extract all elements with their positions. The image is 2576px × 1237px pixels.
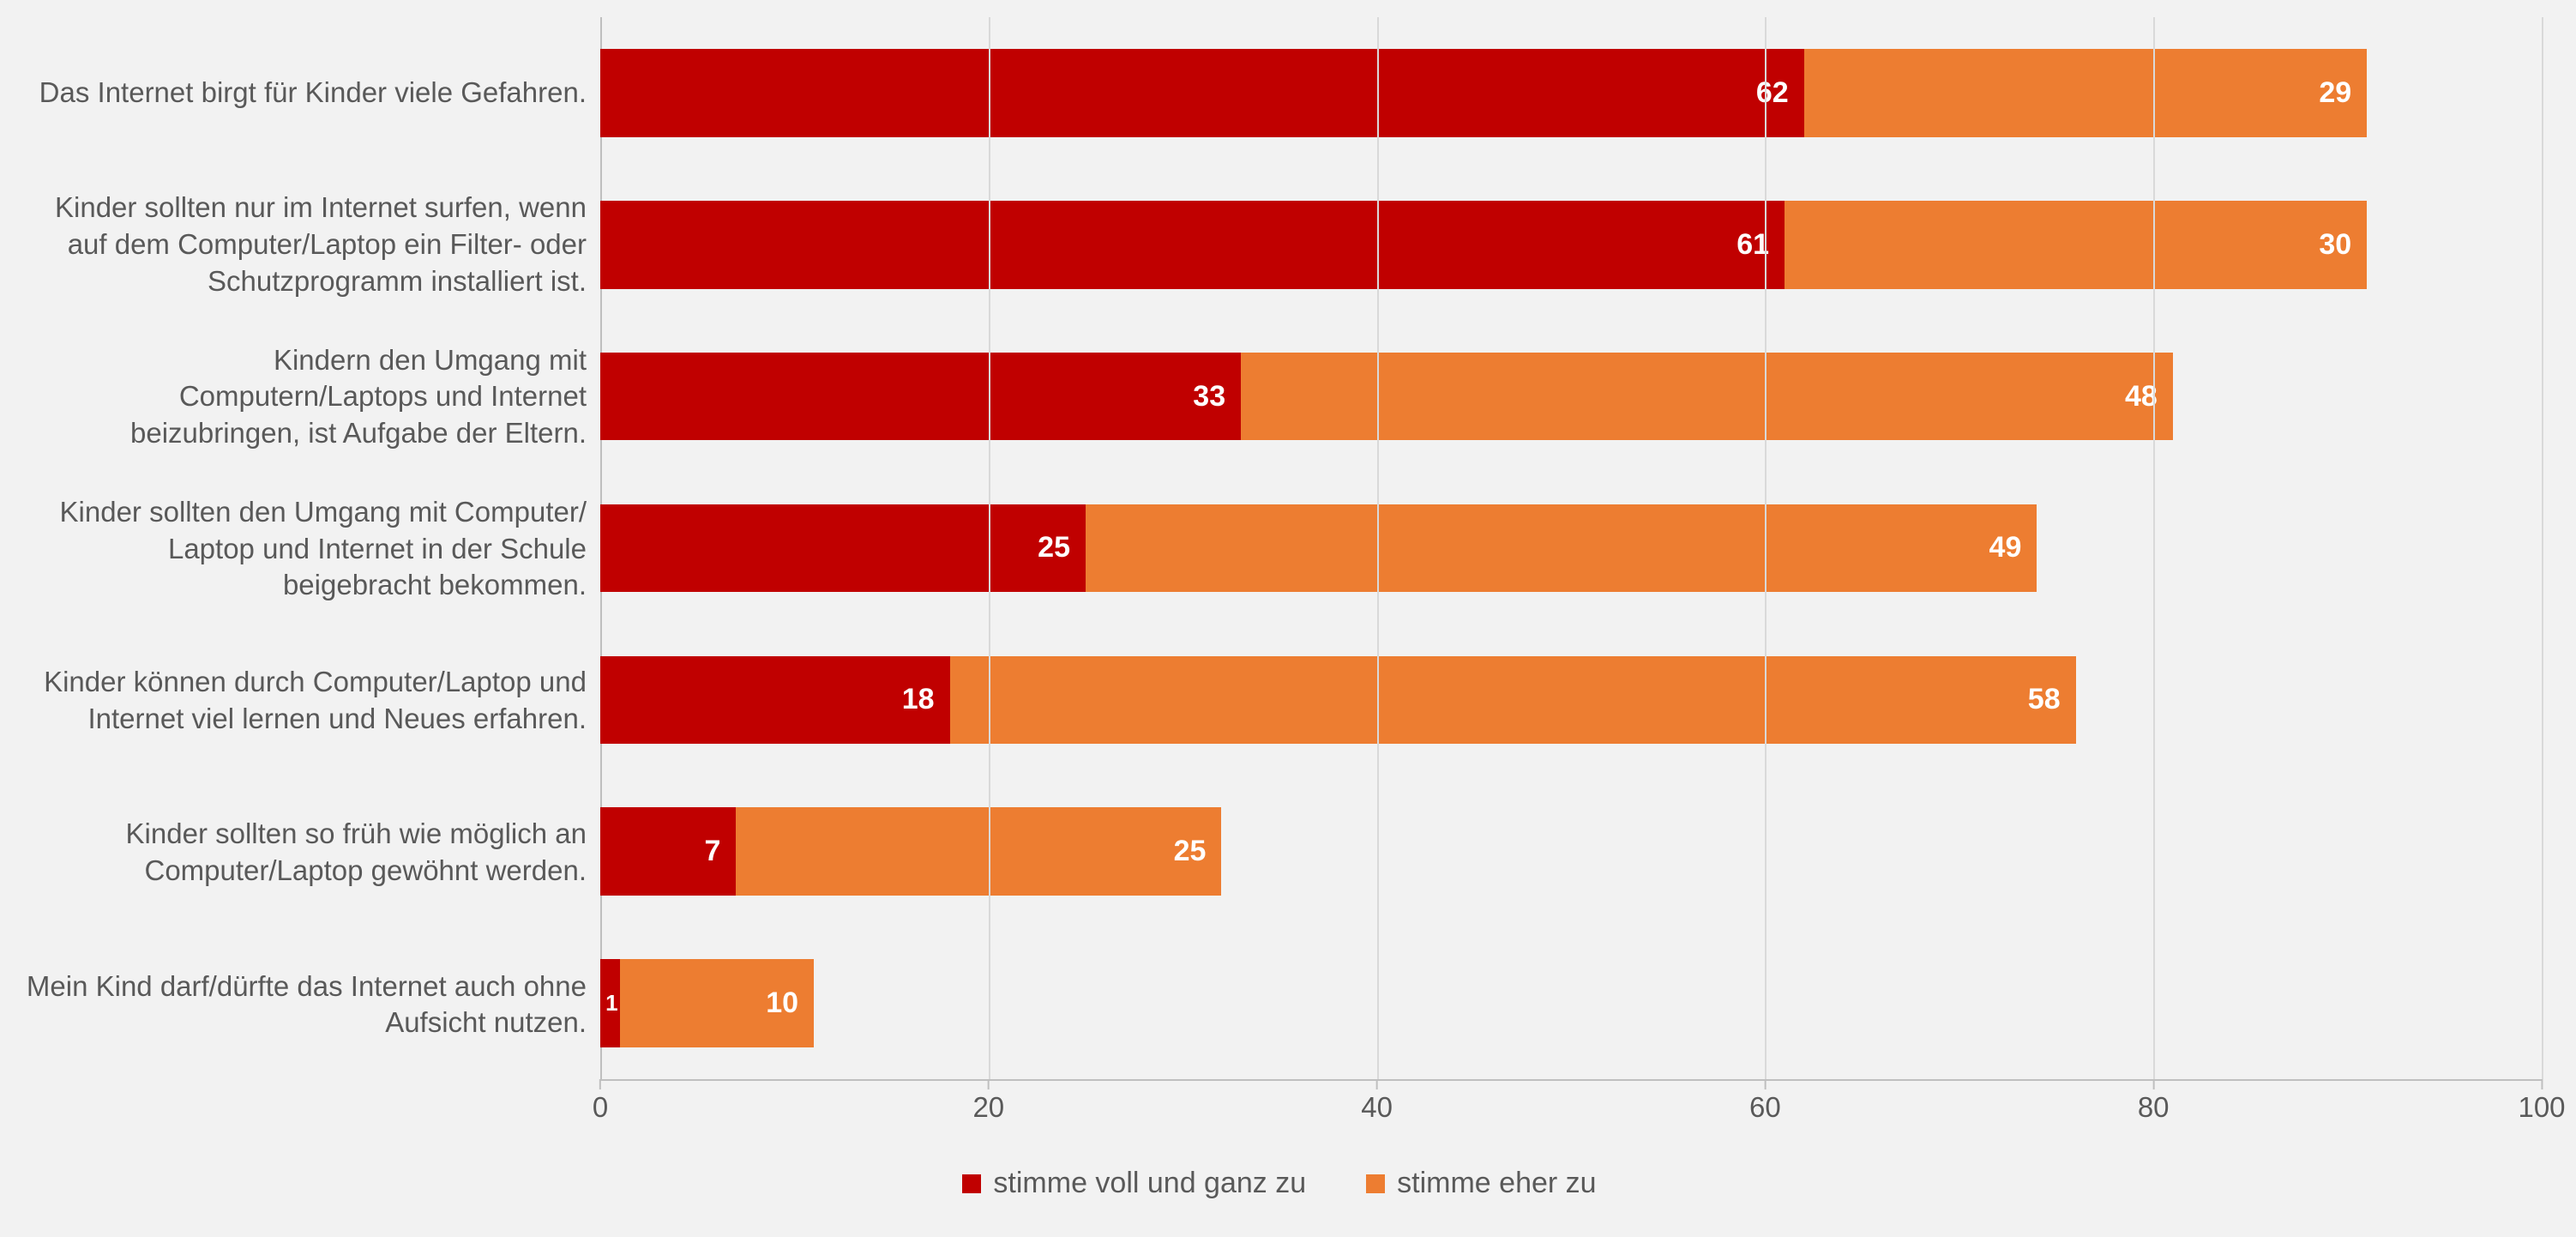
category-label: Kindern den Umgang mit Computern/Laptops… — [17, 321, 600, 473]
bar-segment-s2: 49 — [1086, 504, 2037, 593]
x-tick-label: 80 — [2138, 1081, 2170, 1124]
category-label: Kinder können durch Computer/Laptop und … — [17, 625, 600, 777]
bar-row: 1858 — [600, 624, 2542, 775]
bar-segment-s2: 58 — [950, 656, 2076, 745]
legend-label: stimme eher zu — [1397, 1167, 1596, 1200]
category-label: Kinder sollten den Umgang mit Computer/ … — [17, 473, 600, 625]
legend-item: stimme voll und ganz zu — [962, 1167, 1306, 1200]
legend: stimme voll und ganz zu stimme eher zu — [17, 1167, 2542, 1200]
gridline — [2153, 17, 2155, 1079]
x-tick-label: 100 — [2518, 1081, 2565, 1124]
bar-segment-s2: 30 — [1785, 201, 2367, 289]
stacked-bar-chart: Das Internet birgt für Kinder viele Gefa… — [0, 0, 2576, 1237]
legend-item: stimme eher zu — [1366, 1167, 1596, 1200]
bar-segment-s2: 29 — [1804, 49, 2368, 137]
legend-label: stimme voll und ganz zu — [993, 1167, 1306, 1200]
gridline — [1765, 17, 1766, 1079]
x-tick-label: 0 — [593, 1081, 608, 1124]
bar-row: 3348 — [600, 321, 2542, 473]
bar-segment-s2: 25 — [736, 807, 1221, 896]
y-axis-labels: Das Internet birgt für Kinder viele Gefa… — [17, 17, 600, 1081]
bar-row: 725 — [600, 775, 2542, 927]
bar-row: 6130 — [600, 169, 2542, 321]
bar-segment-s1: 18 — [600, 656, 950, 745]
x-axis-ticks: 020406080100 — [600, 1081, 2542, 1132]
legend-swatch — [1366, 1174, 1385, 1193]
bar-row: 2549 — [600, 473, 2542, 625]
x-tick-label: 40 — [1361, 1081, 1393, 1124]
bar-row: 6229 — [600, 17, 2542, 169]
legend-swatch — [962, 1174, 981, 1193]
x-tick-label: 60 — [1749, 1081, 1781, 1124]
bar-segment-s1: 62 — [600, 49, 1804, 137]
bar-segment-s2: 48 — [1241, 353, 2173, 441]
bar-segment-s1: 7 — [600, 807, 736, 896]
category-label: Kinder sollten so früh wie möglich an Co… — [17, 777, 600, 929]
gridline — [1377, 17, 1379, 1079]
bar-segment-s2: 10 — [620, 959, 814, 1047]
x-tick-label: 20 — [972, 1081, 1004, 1124]
gridline — [989, 17, 990, 1079]
gridline — [2542, 17, 2543, 1079]
bar-segment-s1: 61 — [600, 201, 1785, 289]
category-label: Das Internet birgt für Kinder viele Gefa… — [17, 17, 600, 169]
bar-segment-s1: 1 — [600, 959, 620, 1047]
plot-area: 62296130334825491858725110 — [600, 17, 2542, 1081]
category-label: Mein Kind darf/dürfte das Internet auch … — [17, 929, 600, 1081]
bar-segment-s1: 25 — [600, 504, 1086, 593]
category-label: Kinder sollten nur im Internet surfen, w… — [17, 169, 600, 321]
bar-row: 110 — [600, 927, 2542, 1079]
bar-segment-s1: 33 — [600, 353, 1241, 441]
